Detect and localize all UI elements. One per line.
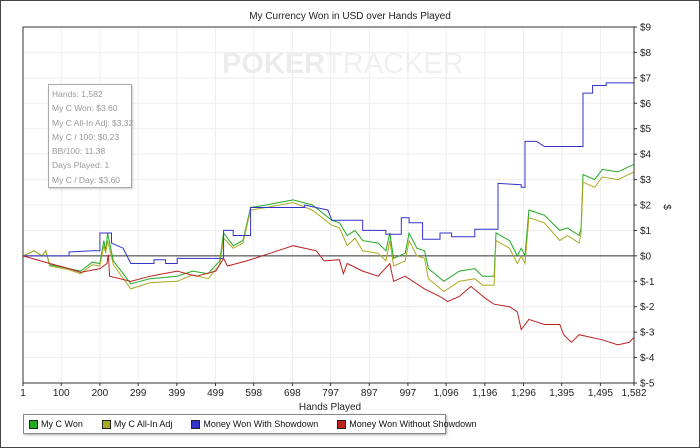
legend-label: Money Won Without Showdown: [349, 419, 477, 429]
y-tick-label: $-2: [640, 302, 655, 313]
y-tick-label: $8: [640, 48, 652, 59]
x-tick-label: 1: [20, 388, 26, 399]
x-tick-label: 1,395: [549, 388, 574, 399]
y-tick-label: $-3: [640, 328, 655, 339]
tooltip-line: BB/100: 11.38: [52, 146, 106, 157]
pokertracker-watermark: POKERTRACKER: [222, 48, 464, 81]
legend-item[interactable]: My C All-In Adj: [101, 419, 173, 429]
tooltip-line: Hands: 1,582: [52, 89, 103, 99]
legend-item[interactable]: My C Won: [29, 419, 83, 429]
x-tick-label: 100: [53, 388, 70, 399]
legend-swatch: [337, 419, 347, 429]
watermark-bold: POKER: [222, 48, 326, 80]
tooltip-line: My C All-In Adj: $3.32: [52, 117, 134, 128]
x-tick-label: 897: [361, 388, 378, 399]
watermark-light: TRACKER: [325, 48, 464, 80]
grid: [23, 26, 634, 384]
legend-swatch: [191, 419, 201, 429]
y-tick-label: $7: [640, 73, 652, 84]
y-tick-label: $-4: [640, 353, 655, 364]
series-line-3: [22, 245, 635, 346]
legend-swatch: [29, 419, 38, 429]
x-tick-label: 598: [245, 388, 262, 399]
x-tick-label: 797: [322, 388, 339, 399]
series-line-1: [22, 171, 635, 293]
x-tick-label: 1,582: [621, 388, 646, 399]
y-axis-label: $: [661, 204, 672, 210]
y-tick-label: $6: [640, 99, 652, 110]
x-tick-label: 200: [92, 388, 109, 399]
legend-label: Money Won With Showdown: [203, 419, 319, 429]
chart-title: My Currency Won in USD over Hands Played: [249, 11, 451, 22]
tooltip-line: My C / 100: $0.23: [52, 131, 120, 142]
y-tick-label: $4: [640, 150, 652, 161]
x-tick-label: 499: [207, 388, 224, 399]
series-line-2: [23, 82, 634, 264]
y-tick-label: $-5: [640, 379, 655, 390]
stats-tooltip: Hands: 1,582 My C Won: $3.60 My C All-In A…: [48, 84, 134, 188]
series-lines: [22, 82, 635, 346]
legend-label: My C All-In Adj: [113, 419, 173, 429]
tooltip-line: My C / Day: $3.60: [52, 174, 121, 185]
y-tick-label: $1: [640, 226, 652, 237]
y-tick-label: $2: [640, 201, 652, 212]
tooltip-line: Days Played: 1: [52, 160, 110, 171]
x-tick-label: 1,096: [434, 388, 459, 399]
legend-label: My C Won: [41, 419, 83, 429]
tooltip-line: My C Won: $3.60: [52, 103, 118, 114]
y-tick-label: $9: [640, 23, 652, 34]
y-tick-label: $3: [640, 175, 652, 186]
x-tick-label: 1,296: [511, 388, 536, 399]
x-tick-label: 698: [284, 388, 301, 399]
x-tick-label: 1,196: [472, 388, 497, 399]
legend: My C Won My C All-In Adj Money Won With Sh…: [23, 414, 477, 434]
legend-item[interactable]: Money Won With Showdown: [191, 419, 318, 429]
x-tick-label: 399: [168, 388, 185, 399]
y-tick-label: $0: [640, 251, 652, 262]
y-tick-label: $-1: [640, 277, 655, 288]
legend-item[interactable]: Money Won Without Showdown: [337, 419, 477, 429]
x-axis-label: Hands Played: [299, 402, 361, 413]
legend-swatch: [101, 419, 111, 429]
x-tick-label: 1,495: [588, 388, 613, 399]
x-tick-label: 299: [130, 388, 147, 399]
axes: 1 100 200 299 399 499 598 698 797 897 997 1,096 1,19…: [20, 23, 655, 400]
y-tick-label: $5: [640, 124, 652, 135]
x-tick-label: 997: [400, 388, 417, 399]
